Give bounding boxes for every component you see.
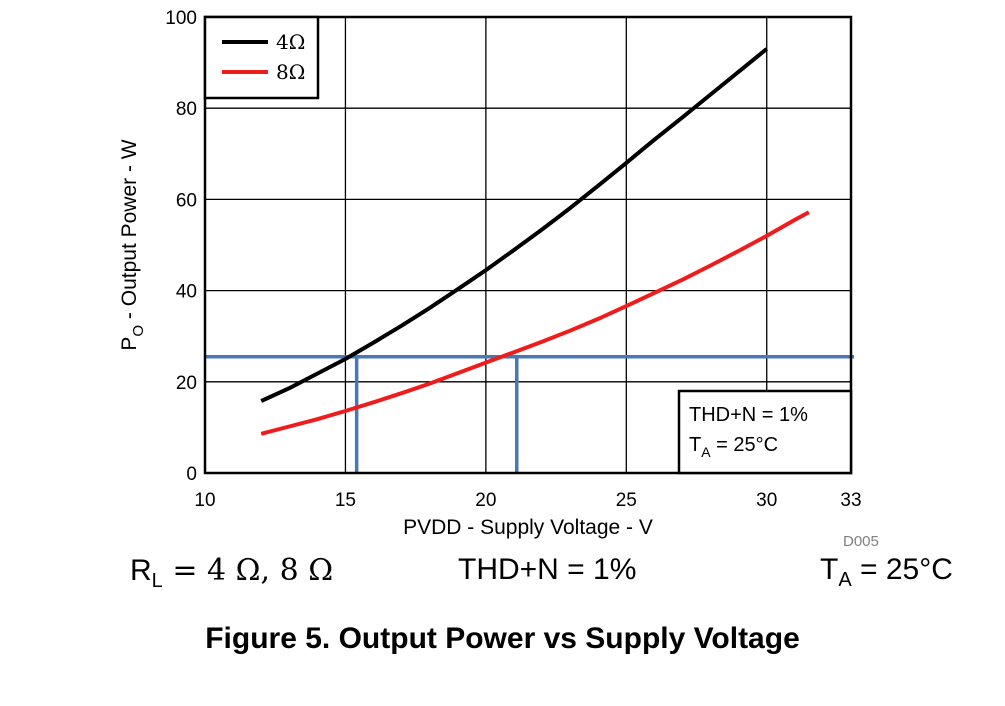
x-tick-label: 25 (616, 490, 637, 511)
series-curves (260, 47, 810, 436)
x-axis-label: PVDD - Supply Voltage - V (403, 516, 653, 539)
x-tick-label: 20 (475, 490, 496, 511)
condition-load: RL = 4 Ω, 8 Ω (130, 553, 334, 592)
chart-code: D005 (843, 533, 879, 550)
y-tick-labels: 0 20 40 60 80 100 (165, 8, 197, 485)
series-line-8ohm (260, 210, 810, 436)
y-axis-label: PO - Output Power - W (118, 139, 147, 350)
annotation-temp: TA = 25°C (689, 434, 778, 460)
y-tick-label: 100 (165, 8, 197, 29)
legend-label-8ohm: 8Ω (276, 60, 305, 84)
x-tick-label: 30 (756, 490, 777, 511)
y-tick-label: 20 (176, 373, 197, 394)
legend-box (203, 15, 320, 100)
y-tick-label: 0 (186, 464, 197, 485)
annotation-thd: THD+N = 1% (689, 404, 808, 426)
y-tick-label: 60 (176, 190, 197, 211)
condition-temp: TA = 25°C (820, 553, 953, 591)
legend-label-4ohm: 4Ω (276, 30, 305, 54)
reference-lines (205, 354, 854, 473)
y-tick-label: 80 (176, 99, 197, 120)
x-tick-label: 15 (335, 490, 356, 511)
x-tick-label: 10 (194, 490, 215, 511)
annotation-box: THD+N = 1% TA = 25°C (677, 389, 853, 475)
condition-thd: THD+N = 1% (458, 553, 637, 586)
legend: 4Ω 8Ω (203, 15, 320, 100)
x-tick-labels: 10 15 20 25 30 33 (194, 490, 861, 511)
plot-frame (203, 15, 853, 475)
y-tick-label: 40 (176, 282, 197, 303)
annotation-frame (677, 389, 853, 475)
series-line-4ohm (260, 47, 768, 403)
figure-caption: Figure 5. Output Power vs Supply Voltage (205, 622, 800, 655)
grid-lines (205, 17, 851, 473)
x-tick-label: 33 (840, 490, 861, 511)
chart: 10 15 20 25 30 33 0 20 40 60 80 100 4Ω 8Ω THD+N = … (118, 8, 879, 550)
